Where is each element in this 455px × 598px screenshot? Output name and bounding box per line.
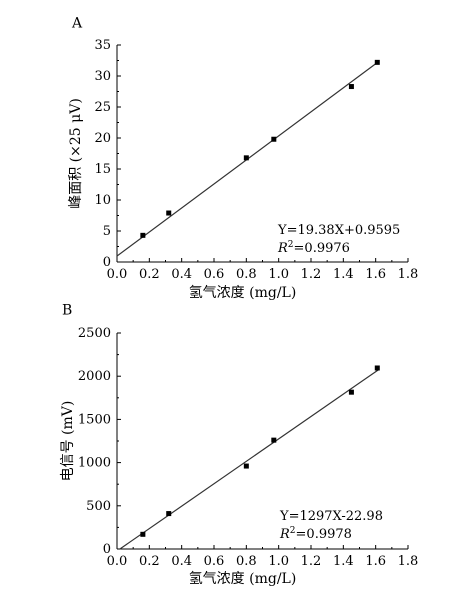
data-point	[348, 389, 354, 395]
x-tick-label: 0.0	[107, 267, 128, 282]
x-tick-label: 1.6	[365, 267, 386, 282]
x-tick-label: 0.6	[204, 267, 225, 282]
data-point	[140, 232, 146, 238]
x-tick-label: 0.8	[236, 267, 257, 282]
y-tick-label: 1500	[78, 412, 111, 427]
fit-line	[119, 368, 380, 550]
y-tick-label: 10	[94, 193, 111, 208]
x-tick-label: 1.4	[333, 554, 354, 569]
y-tick-label: 15	[94, 162, 111, 177]
y-tick-label: 20	[94, 131, 111, 146]
panel-label: B	[62, 303, 72, 319]
x-axis-title: 氢气浓度 (mg/L)	[189, 571, 297, 587]
x-tick-label: 1.0	[268, 554, 289, 569]
data-point	[243, 155, 249, 161]
data-point	[243, 463, 249, 469]
panel-label: A	[71, 16, 83, 32]
data-point	[140, 531, 146, 537]
data-point	[374, 59, 380, 65]
data-point	[374, 365, 380, 371]
fit-equation: Y=1297X-22.98	[279, 509, 383, 524]
data-point	[166, 210, 172, 216]
y-tick-label: 0	[103, 542, 111, 557]
x-tick-label: 1.0	[268, 267, 289, 282]
x-tick-label: 0.4	[171, 267, 192, 282]
r-squared: R2=0.9976	[277, 240, 350, 256]
fit-equation: Y=19.38X+0.9595	[277, 223, 400, 238]
x-tick-label: 0.2	[139, 267, 160, 282]
x-tick-label: 1.2	[301, 554, 322, 569]
y-axis-title: 峰面积 (×25 μV)	[68, 98, 84, 209]
x-tick-label: 1.4	[333, 267, 354, 282]
y-tick-label: 30	[94, 69, 111, 84]
x-tick-label: 1.6	[365, 554, 386, 569]
x-tick-label: 1.8	[398, 267, 419, 282]
y-tick-label: 2000	[78, 369, 111, 384]
data-point	[271, 136, 277, 142]
chart-panel-a: A 0.0 0.2 0.4 0.6 0.8 1.0 1.2 1.4 1.6 1.8 0 5 10 15 20 2…	[68, 16, 418, 301]
data-point	[166, 511, 172, 517]
y-tick-label: 25	[94, 100, 111, 115]
x-tick-label: 1.2	[301, 267, 322, 282]
data-point	[348, 84, 354, 90]
y-tick-label: 1000	[78, 456, 111, 471]
x-axis-title: 氢气浓度 (mg/L)	[189, 285, 297, 301]
x-tick-label: 0.2	[139, 554, 160, 569]
x-tick-label: 1.8	[398, 554, 419, 569]
y-tick-label: 2500	[78, 326, 111, 341]
y-tick-label: 0	[103, 255, 111, 270]
x-tick-label: 0.6	[204, 554, 225, 569]
y-tick-label: 5	[103, 224, 111, 239]
data-point	[271, 437, 277, 443]
y-axis-title: 电信号 (mV)	[60, 401, 76, 482]
y-tick-label: 35	[94, 38, 111, 53]
r-squared: R2=0.9978	[279, 526, 352, 542]
chart-panel-b: B 0.0 0.2 0.4 0.6 0.8 1.0 1.2 1.4 1.6 1.8 0 500 1000 1…	[60, 303, 418, 587]
x-tick-label: 0.4	[171, 554, 192, 569]
y-tick-label: 500	[86, 499, 111, 514]
x-tick-label: 0.8	[236, 554, 257, 569]
x-tick-label: 0.0	[107, 554, 128, 569]
